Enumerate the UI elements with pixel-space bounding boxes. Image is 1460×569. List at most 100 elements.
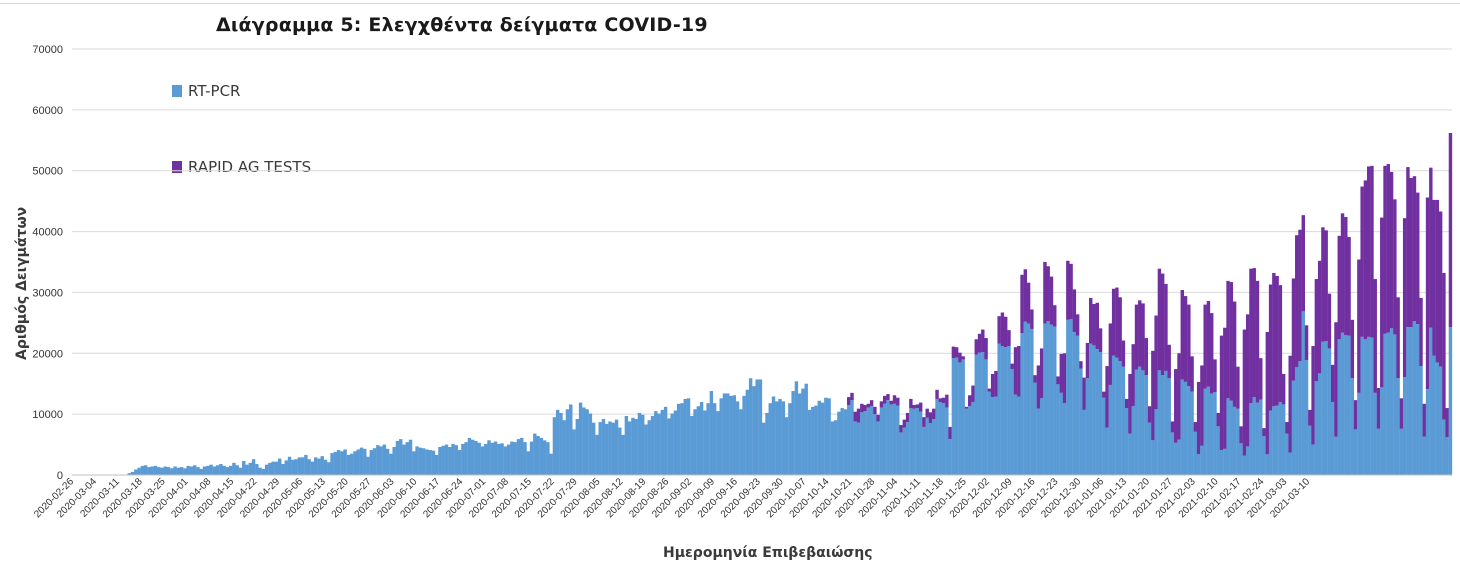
- bar-rt-pcr: [964, 408, 969, 475]
- bar-rt-pcr: [1128, 433, 1132, 475]
- bar-rt-pcr: [1245, 446, 1250, 475]
- bar-rt-pcr: [693, 409, 697, 475]
- bar-rapid-ag: [1098, 328, 1103, 353]
- bar-rapid-ag: [987, 388, 992, 392]
- bar-rt-pcr: [1386, 332, 1391, 475]
- bar-rt-pcr: [287, 456, 292, 475]
- bar-rt-pcr: [889, 404, 893, 475]
- bar-rt-pcr: [150, 466, 154, 475]
- bar-rapid-ag: [909, 398, 913, 409]
- bar-rt-pcr: [284, 460, 288, 475]
- bar-rt-pcr: [840, 408, 844, 475]
- y-tick-label: 20000: [32, 348, 63, 360]
- bar-rt-pcr: [954, 357, 959, 475]
- bar-rapid-ag: [892, 395, 897, 404]
- bar-rt-pcr: [363, 448, 367, 475]
- bar-rt-pcr: [520, 437, 524, 475]
- bar-rt-pcr: [408, 439, 413, 475]
- bar-rt-pcr: [618, 427, 622, 475]
- bar-rt-pcr: [732, 395, 736, 475]
- bar-rt-pcr: [582, 407, 586, 475]
- bar-rapid-ag: [1170, 421, 1175, 433]
- bar-rt-pcr: [376, 445, 380, 475]
- bar-rapid-ag: [1386, 164, 1391, 333]
- bar-rapid-ag: [1435, 199, 1440, 363]
- bar-rapid-ag: [1147, 406, 1152, 423]
- bar-rapid-ag: [1026, 282, 1031, 324]
- bar-rapid-ag: [1334, 322, 1338, 437]
- bar-rt-pcr: [1226, 398, 1230, 475]
- bar-rt-pcr: [709, 391, 714, 475]
- bar-rapid-ag: [1409, 178, 1413, 328]
- bar-rapid-ag: [1278, 285, 1283, 402]
- bar-rapid-ag: [1383, 165, 1387, 334]
- bar-rt-pcr: [1278, 401, 1283, 475]
- bar-rt-pcr: [464, 442, 468, 475]
- bar-rt-pcr: [1089, 343, 1093, 475]
- bar-rt-pcr: [542, 440, 547, 475]
- bar-rt-pcr: [801, 388, 805, 475]
- bar-rapid-ag: [1422, 403, 1426, 437]
- bar-rapid-ag: [948, 426, 952, 440]
- bar-rapid-ag: [1301, 215, 1305, 312]
- bar-rapid-ag: [882, 395, 887, 404]
- bar-rt-pcr: [811, 406, 815, 475]
- bar-rapid-ag: [1013, 347, 1018, 395]
- bar-rt-pcr: [395, 440, 400, 475]
- bar-rapid-ag: [922, 417, 926, 427]
- bar-rapid-ag: [1376, 387, 1381, 429]
- bar-rapid-ag: [1373, 279, 1377, 393]
- bar-rt-pcr: [1147, 422, 1152, 475]
- bar-rt-pcr: [487, 440, 491, 475]
- bar-rapid-ag: [1425, 197, 1430, 390]
- bar-rapid-ag: [1337, 235, 1341, 340]
- bar-rt-pcr: [938, 401, 943, 475]
- bar-rt-pcr: [1010, 369, 1014, 475]
- bar-rt-pcr: [1317, 373, 1322, 475]
- bar-rt-pcr: [1105, 427, 1109, 475]
- bar-rt-pcr: [1157, 370, 1162, 475]
- bar-rt-pcr: [1003, 347, 1008, 475]
- bar-rt-pcr: [1043, 323, 1047, 475]
- bar-rapid-ag: [1445, 408, 1449, 438]
- bar-rapid-ag: [1232, 301, 1237, 407]
- bar-rapid-ag: [1183, 296, 1188, 382]
- bar-rapid-ag: [1229, 282, 1234, 401]
- bar-rt-pcr: [804, 383, 808, 475]
- legend-swatch-rt-pcr: [172, 85, 182, 97]
- bar-rt-pcr: [261, 468, 266, 475]
- bar-rapid-ag: [1095, 302, 1099, 350]
- bar-rt-pcr: [569, 404, 573, 475]
- bar-rt-pcr: [1164, 370, 1168, 475]
- legend-label-rapid-ag: RAPID AG TESTS: [188, 158, 312, 176]
- bar-rt-pcr: [1236, 408, 1240, 475]
- bar-rapid-ag: [1236, 366, 1240, 409]
- bar-rt-pcr: [183, 468, 187, 475]
- bar-rt-pcr: [719, 398, 723, 475]
- bar-rt-pcr: [1007, 345, 1011, 475]
- bar-rapid-ag: [1242, 329, 1247, 456]
- bar-rt-pcr: [405, 442, 409, 475]
- bar-rt-pcr: [421, 448, 426, 475]
- bar-rt-pcr: [827, 398, 831, 475]
- bars: [127, 132, 1453, 475]
- bar-rt-pcr: [513, 442, 517, 475]
- bar-rt-pcr: [716, 411, 720, 475]
- bar-rt-pcr: [1124, 408, 1129, 475]
- bar-rt-pcr: [1170, 432, 1175, 475]
- bar-rapid-ag: [856, 408, 861, 423]
- bar-rt-pcr: [258, 467, 262, 475]
- bar-rt-pcr: [641, 414, 645, 475]
- bar-rt-pcr: [928, 423, 933, 475]
- bar-rapid-ag: [941, 397, 946, 404]
- bar-rt-pcr: [343, 449, 347, 475]
- bar-rapid-ag: [1056, 376, 1060, 385]
- bar-rapid-ag: [869, 400, 874, 407]
- bar-rt-pcr: [968, 406, 972, 475]
- bar-rapid-ag: [1265, 331, 1270, 455]
- bar-rt-pcr: [248, 462, 253, 475]
- bar-rapid-ag: [1000, 312, 1005, 346]
- bar-rapid-ag: [1350, 319, 1355, 379]
- bar-rapid-ag: [1105, 366, 1109, 428]
